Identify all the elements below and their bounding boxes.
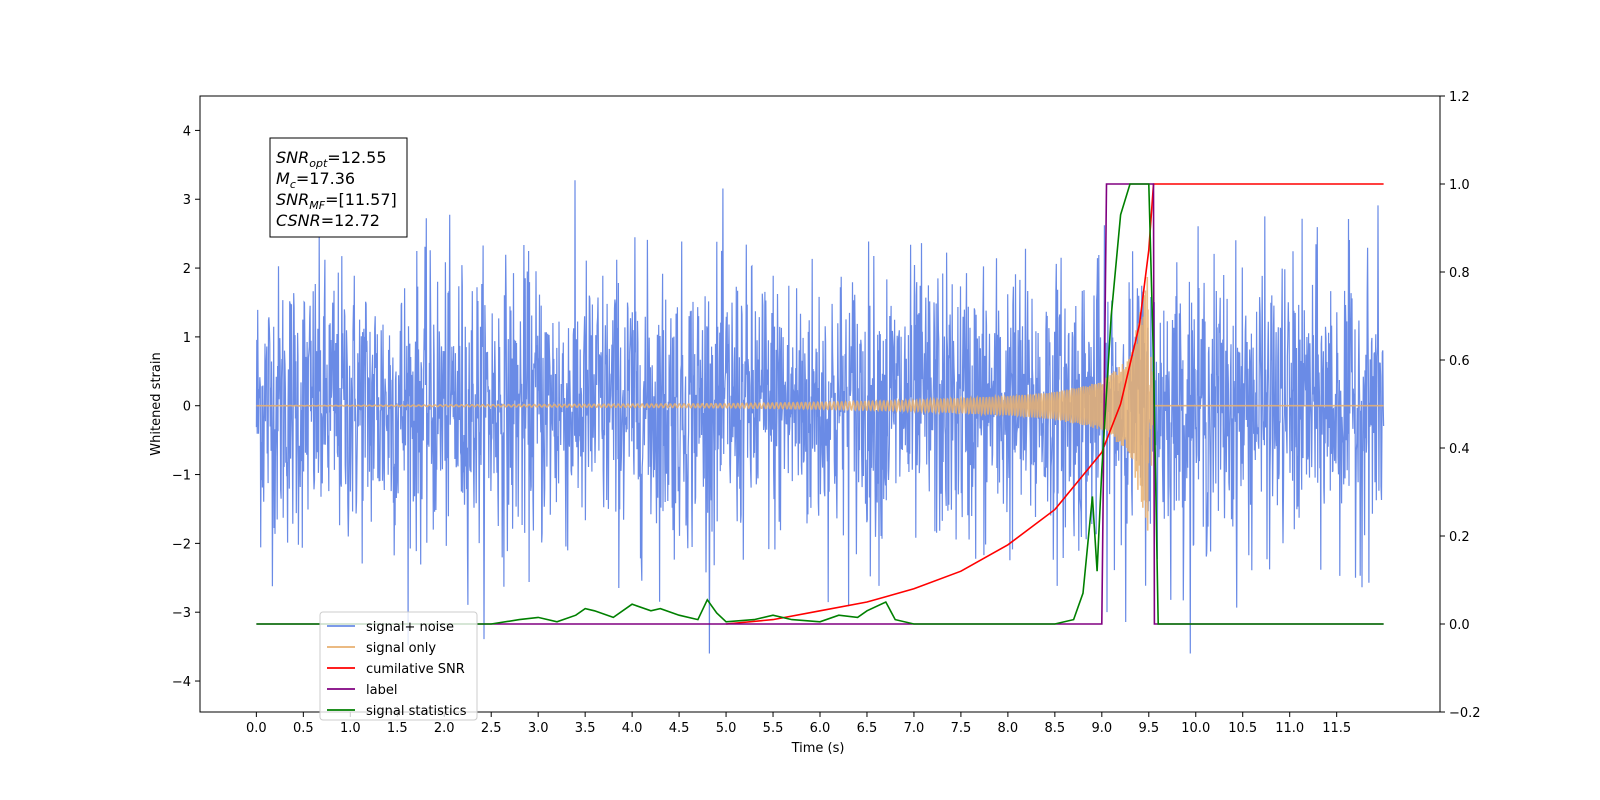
x-tick-label: 11.5 bbox=[1322, 721, 1351, 736]
x-tick-label: 5.0 bbox=[716, 721, 737, 736]
x-axis: 0.0 0.5 1.0 1.5 2.0 2.5 3.0 3.5 4.0 4.5 5.0 5.5 6.0 6… bbox=[246, 712, 1351, 736]
series-layer bbox=[255, 180, 1385, 654]
x-tick-label: 7.0 bbox=[904, 721, 925, 736]
x-tick-label: 3.0 bbox=[528, 721, 549, 736]
x-tick-label: 6.5 bbox=[857, 721, 878, 736]
y-tick-label: 2 bbox=[183, 262, 191, 277]
y2-tick-label: 1.2 bbox=[1449, 90, 1470, 105]
annotation-line: SNRMF=[11.57] bbox=[276, 190, 397, 212]
legend-label: signal statistics bbox=[366, 704, 467, 719]
legend-label: signal+ noise bbox=[366, 620, 454, 635]
annotation-frame bbox=[269, 137, 408, 238]
x-tick-label: 3.5 bbox=[575, 721, 596, 736]
y2-tick-label: −0.2 bbox=[1449, 706, 1481, 721]
series-line-0 bbox=[255, 180, 1385, 654]
x-tick-label: 8.0 bbox=[998, 721, 1019, 736]
y-tick-label: 4 bbox=[183, 124, 191, 139]
x-tick-label: 4.0 bbox=[622, 721, 643, 736]
series-line-4 bbox=[256, 183, 1384, 625]
x-tick-label: 10.5 bbox=[1228, 721, 1257, 736]
legend: signal+ noise signal only cumilative SNR la… bbox=[319, 611, 478, 721]
x-tick-label: 2.5 bbox=[481, 721, 502, 736]
y-axis-label: Whitened strain bbox=[149, 352, 164, 455]
x-tick-label: 0.5 bbox=[293, 721, 314, 736]
y-tick-label: −2 bbox=[172, 537, 191, 552]
legend-frame bbox=[319, 611, 478, 721]
x-tick-label: 5.5 bbox=[763, 721, 784, 736]
y-tick-label: 0 bbox=[183, 400, 191, 415]
x-tick-label: 0.0 bbox=[246, 721, 267, 736]
x-tick-label: 2.0 bbox=[434, 721, 455, 736]
y2-tick-label: 0.6 bbox=[1449, 354, 1470, 369]
x-tick-label: 1.0 bbox=[340, 721, 361, 736]
y-tick-label: 1 bbox=[183, 331, 191, 346]
x-tick-label: 9.0 bbox=[1091, 721, 1112, 736]
y-axis-left: 4 3 2 1 0 −1 −2 −3 −4 bbox=[172, 124, 200, 690]
y2-tick-label: 1.0 bbox=[1449, 178, 1470, 193]
y2-tick-label: 0.0 bbox=[1449, 618, 1470, 633]
y2-tick-label: 0.2 bbox=[1449, 530, 1470, 545]
x-tick-label: 4.5 bbox=[669, 721, 690, 736]
x-tick-label: 11.0 bbox=[1275, 721, 1304, 736]
y-axis-right: 1.2 1.0 0.8 0.6 0.4 0.2 0.0 −0.2 bbox=[1440, 90, 1481, 721]
annotation-box: SNRopt=12.55Mc=17.36SNRMF=[11.57]CSNR=12… bbox=[269, 137, 408, 238]
legend-label: signal only bbox=[366, 641, 436, 656]
y-tick-label: 3 bbox=[183, 193, 191, 208]
x-tick-label: 10.0 bbox=[1181, 721, 1210, 736]
series-line-1 bbox=[256, 276, 1384, 531]
y-tick-label: −1 bbox=[172, 469, 191, 484]
y-tick-label: −4 bbox=[172, 675, 191, 690]
annotation-line: SNRopt=12.55 bbox=[276, 148, 387, 170]
series-line-2 bbox=[726, 183, 1384, 625]
y-tick-label: −3 bbox=[172, 606, 191, 621]
x-tick-label: 1.5 bbox=[387, 721, 408, 736]
x-tick-label: 9.5 bbox=[1138, 721, 1159, 736]
annotation-line: CSNR=12.72 bbox=[276, 211, 380, 230]
annotation-line: Mc=17.36 bbox=[276, 169, 355, 191]
x-axis-label: Time (s) bbox=[791, 741, 845, 756]
x-tick-label: 8.5 bbox=[1045, 721, 1066, 736]
x-tick-label: 7.5 bbox=[951, 721, 972, 736]
legend-label: label bbox=[366, 683, 397, 698]
y2-tick-label: 0.4 bbox=[1449, 442, 1470, 457]
legend-label: cumilative SNR bbox=[366, 662, 465, 677]
y2-tick-label: 0.8 bbox=[1449, 266, 1470, 281]
x-tick-label: 6.0 bbox=[810, 721, 831, 736]
